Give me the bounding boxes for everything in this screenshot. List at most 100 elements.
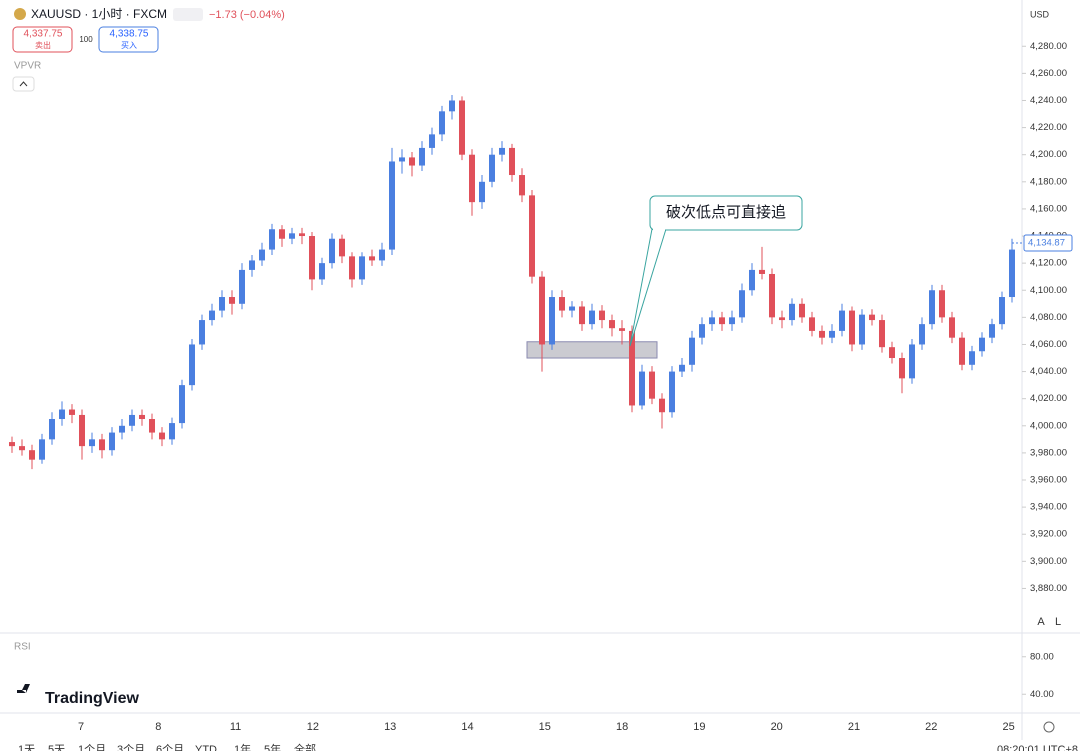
candle-body <box>119 425 125 433</box>
candle-body <box>589 310 595 325</box>
x-tick-label: 12 <box>307 721 319 733</box>
candle-body <box>39 439 45 460</box>
candle-body <box>339 238 345 257</box>
candle-body <box>99 439 105 451</box>
candle-body <box>819 330 825 338</box>
candle-body <box>349 256 355 280</box>
buy-label: 买入 <box>121 41 137 50</box>
candle-body <box>949 317 955 338</box>
range-button[interactable]: 5天 <box>48 744 65 751</box>
candle-body <box>629 330 635 406</box>
scale-button[interactable]: A <box>1037 616 1045 628</box>
candle-body <box>849 310 855 345</box>
candle-body <box>449 100 455 112</box>
candle-body <box>469 154 475 203</box>
candle-body <box>709 317 715 325</box>
candle-body <box>459 100 465 155</box>
range-button[interactable]: 5年 <box>264 742 281 751</box>
range-button[interactable]: YTD <box>195 744 217 751</box>
candle-body <box>559 297 565 311</box>
range-button[interactable]: 6个月 <box>156 743 184 751</box>
candle-body <box>829 330 835 338</box>
y-tick-label: 4,180.00 <box>1030 176 1067 187</box>
candle-body <box>599 310 605 321</box>
candle-body <box>309 236 315 280</box>
range-button[interactable]: 1年 <box>234 742 251 751</box>
candle-body <box>859 314 865 345</box>
candle-body <box>189 344 195 386</box>
candle-body <box>739 290 745 318</box>
candle-body <box>199 320 205 345</box>
rsi-tick-label: 40.00 <box>1030 689 1054 700</box>
candle-body <box>179 385 185 424</box>
x-tick-label: 20 <box>771 721 783 733</box>
candle-body <box>879 320 885 348</box>
range-button[interactable]: 3个月 <box>117 743 145 751</box>
x-tick-label: 15 <box>539 721 551 733</box>
candle-body <box>269 229 275 250</box>
y-tick-label: 4,100.00 <box>1030 285 1067 296</box>
clock: 08:20:01 UTC+8 <box>997 744 1078 751</box>
symbol-icon <box>14 8 26 20</box>
x-tick-label: 11 <box>230 721 241 733</box>
settings-icon[interactable] <box>1043 721 1055 733</box>
plot <box>9 95 1015 470</box>
y-tick-label: 4,260.00 <box>1030 68 1067 79</box>
candle-body <box>169 423 175 440</box>
y-tick-label: 3,900.00 <box>1030 556 1067 567</box>
candle-body <box>1009 249 1015 298</box>
buy-button[interactable] <box>98 26 159 53</box>
candle-body <box>869 314 875 321</box>
range-button[interactable]: 1个月 <box>78 743 106 751</box>
candle-body <box>779 317 785 321</box>
candle-body <box>259 249 265 261</box>
scale-button[interactable]: L <box>1055 616 1061 628</box>
candle-body <box>529 195 535 277</box>
candle-body <box>379 249 385 261</box>
x-tick-label: 7 <box>78 721 84 733</box>
y-tick-label: 4,080.00 <box>1030 312 1067 323</box>
candle-body <box>79 414 85 447</box>
candle-body <box>959 337 965 365</box>
collapse-button[interactable] <box>12 76 35 92</box>
y-tick-label: 3,960.00 <box>1030 475 1067 486</box>
highlight-zone <box>526 341 658 359</box>
range-button[interactable]: 1天 <box>18 744 35 751</box>
last-price-label: 4,134.87 <box>1028 237 1065 248</box>
sell-label: 卖出 <box>35 40 51 50</box>
candle-body <box>569 306 575 311</box>
rsi-name: RSI <box>14 642 31 653</box>
candle-body <box>579 306 585 325</box>
candle-body <box>209 310 215 321</box>
spread: 100 <box>79 35 93 44</box>
candle-body <box>519 175 525 196</box>
candle-body <box>419 147 425 166</box>
candle-body <box>239 269 245 304</box>
x-tick-label: 14 <box>461 721 473 733</box>
candle-body <box>439 111 445 135</box>
candle-body <box>369 256 375 261</box>
y-tick-label: 4,020.00 <box>1030 393 1067 404</box>
candle-body <box>639 371 645 406</box>
candle-body <box>19 446 25 451</box>
candle-body <box>429 134 435 148</box>
candle-body <box>899 358 905 379</box>
y-tick-label: 4,120.00 <box>1030 258 1067 269</box>
x-tick-label: 13 <box>384 721 396 733</box>
candle-body <box>649 371 655 399</box>
candle-body <box>49 419 55 440</box>
x-tick-label: 22 <box>925 721 937 733</box>
candle-body <box>809 317 815 331</box>
y-tick-label: 3,920.00 <box>1030 529 1067 540</box>
sell-button[interactable] <box>12 26 73 53</box>
candle-body <box>999 297 1005 325</box>
candle-body <box>489 154 495 182</box>
candle-body <box>409 157 415 166</box>
candle-body <box>619 328 625 331</box>
range-button[interactable]: 全部 <box>294 742 316 751</box>
candle-body <box>59 409 65 420</box>
y-tick-label: 4,060.00 <box>1030 339 1067 350</box>
